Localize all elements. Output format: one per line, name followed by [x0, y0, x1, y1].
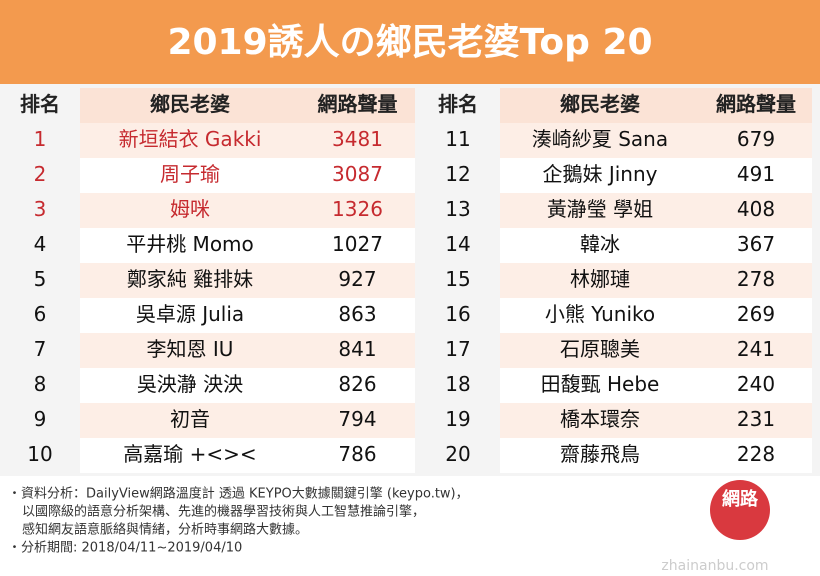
cell: 齋藤飛鳥	[560, 442, 640, 466]
cell: 231	[737, 407, 775, 431]
row-bg	[500, 333, 812, 368]
cell: 20	[445, 442, 470, 466]
row-bg	[80, 193, 415, 228]
cell: 橋本環奈	[560, 407, 640, 431]
row-bg	[500, 368, 812, 403]
cell: 小熊 Yuniko	[545, 302, 655, 326]
cell: 269	[737, 302, 775, 326]
cell: 11	[445, 127, 470, 151]
row-bg	[500, 263, 812, 298]
row-bg	[80, 298, 415, 333]
row-bg	[80, 263, 415, 298]
cell: 228	[737, 442, 775, 466]
header-row-bg	[500, 88, 812, 123]
cell: 408	[737, 197, 775, 221]
row-bg	[80, 333, 415, 368]
footer-note: 以國際級的語意分析架構、先進的機器學習技術與人工智慧推論引擎，	[22, 504, 425, 520]
cell: 3087	[332, 162, 383, 186]
cell: 3481	[332, 127, 383, 151]
cell: 10	[27, 442, 52, 466]
cell: 240	[737, 372, 775, 396]
cell: 17	[445, 337, 470, 361]
logo-circle	[710, 480, 770, 540]
row-bg	[500, 158, 812, 193]
cell: 初音	[170, 407, 210, 431]
row-bg	[80, 368, 415, 403]
column-header: 網路聲量	[318, 92, 398, 116]
cell: 794	[338, 407, 376, 431]
cell: 田馥甄 Hebe	[541, 372, 660, 396]
row-bg	[80, 403, 415, 438]
watermark: zhainanbu.com	[661, 558, 768, 574]
cell: 8	[34, 372, 47, 396]
row-bg	[80, 123, 415, 158]
cell: 841	[338, 337, 376, 361]
cell: 李知恩 IU	[147, 337, 234, 361]
title: 2019誘人の鄉民老婆Top 20	[167, 22, 652, 63]
footer-note: 感知網友語意脈絡與情緒，分析時事網路大數據。	[22, 522, 308, 538]
cell: 新垣結衣 Gakki	[119, 127, 262, 151]
footer-note: ・資料分析：DailyView網路溫度計 透過 KEYPO大數據關鍵引擎 (ke…	[8, 486, 469, 502]
cell: 13	[445, 197, 470, 221]
column-header: 鄉民老婆	[150, 92, 230, 116]
cell: 吳泱瀞 泱泱	[137, 372, 243, 396]
cell: 12	[445, 162, 470, 186]
cell: 1326	[332, 197, 383, 221]
cell: 1	[34, 127, 47, 151]
cell: 平井桃 Momo	[126, 232, 254, 256]
cell: 黃瀞瑩 學姐	[547, 197, 653, 221]
row-bg	[500, 228, 812, 263]
logo: 網路	[722, 488, 759, 510]
cell: 周子瑜	[160, 162, 220, 186]
cell: 高嘉瑜 +<><	[123, 442, 256, 466]
row-bg	[500, 193, 812, 228]
cell: 企鵝妹 Jinny	[543, 162, 658, 186]
column-header: 鄉民老婆	[560, 92, 640, 116]
cell: 吳卓源 Julia	[136, 302, 244, 326]
cell: 927	[338, 267, 376, 291]
cell: 石原聰美	[560, 337, 640, 361]
row-bg	[80, 438, 415, 473]
cell: 16	[445, 302, 470, 326]
column-header: 排名	[20, 92, 60, 116]
row-bg	[500, 403, 812, 438]
row-bg	[500, 438, 812, 473]
column-header: 網路聲量	[716, 92, 796, 116]
cell: 367	[737, 232, 775, 256]
cell: 1027	[332, 232, 383, 256]
cell: 6	[34, 302, 47, 326]
cell: 3	[34, 197, 47, 221]
cell: 19	[445, 407, 470, 431]
footer-bg	[0, 476, 820, 576]
cell: 4	[34, 232, 47, 256]
cell: 15	[445, 267, 470, 291]
cell: 9	[34, 407, 47, 431]
title-bar	[0, 0, 820, 84]
cell: 湊崎紗夏 Sana	[532, 127, 668, 151]
cell: 18	[445, 372, 470, 396]
cell: 7	[34, 337, 47, 361]
cell: 679	[737, 127, 775, 151]
row-bg	[80, 158, 415, 193]
cell: 826	[338, 372, 376, 396]
cell: 863	[338, 302, 376, 326]
cell: 姆咪	[170, 197, 210, 221]
cell: 786	[338, 442, 376, 466]
cell: 241	[737, 337, 775, 361]
cell: 5	[34, 267, 47, 291]
cell: 鄭家純 雞排妹	[127, 267, 253, 291]
cell: 2	[34, 162, 47, 186]
row-bg	[500, 123, 812, 158]
cell: 韓冰	[580, 232, 620, 256]
column-header: 排名	[438, 92, 478, 116]
cell: 14	[445, 232, 470, 256]
footer-note: ・分析期間: 2018/04/11~2019/04/10	[8, 541, 242, 556]
header-row-bg	[80, 88, 415, 123]
row-bg	[80, 228, 415, 263]
cell: 491	[737, 162, 775, 186]
cell: 林娜璉	[570, 267, 630, 291]
cell: 278	[737, 267, 775, 291]
row-bg	[500, 298, 812, 333]
